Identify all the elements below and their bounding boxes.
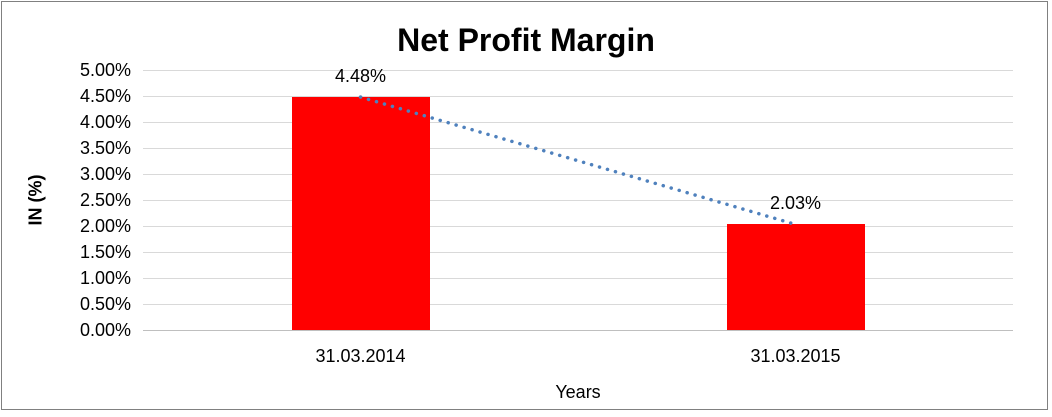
data-label: 4.48% [334, 66, 387, 87]
y-tick-label: 5.00% [79, 60, 131, 80]
y-tick-label: 2.00% [79, 216, 131, 236]
y-tick-label: 1.00% [79, 268, 131, 288]
y-tick-label: 1.50% [79, 242, 131, 262]
x-axis-line [143, 330, 1013, 331]
x-tick-label: 31.03.2015 [750, 346, 841, 366]
bar-31.03.2015 [726, 224, 865, 330]
gridline [143, 252, 1013, 253]
chart-title: Net Profit Margin [397, 22, 655, 58]
y-tick-label: 4.50% [79, 86, 131, 106]
gridline [143, 226, 1013, 227]
gridline [143, 200, 1013, 201]
y-tick-label: 0.00% [79, 320, 131, 340]
plot-area: 4.48% 2.03% [143, 66, 1013, 331]
x-tick-label: 31.03.2014 [315, 346, 406, 366]
y-axis-title: IN (%) [25, 174, 46, 226]
gridline [143, 148, 1013, 149]
y-tick-label: 0.50% [79, 294, 131, 314]
y-tick-label: 4.00% [79, 112, 131, 132]
y-tick-label: 2.50% [79, 190, 131, 210]
y-tick-label: 3.50% [79, 138, 131, 158]
bar-31.03.2014 [291, 97, 430, 330]
gridline [143, 174, 1013, 175]
x-axis-title: Years [555, 382, 601, 402]
gridline [143, 304, 1013, 305]
data-label: 2.03% [769, 193, 822, 214]
gridline [143, 278, 1013, 279]
gridline [143, 96, 1013, 97]
gridline [143, 70, 1013, 71]
gridline [143, 122, 1013, 123]
y-tick-label: 3.00% [79, 164, 131, 184]
